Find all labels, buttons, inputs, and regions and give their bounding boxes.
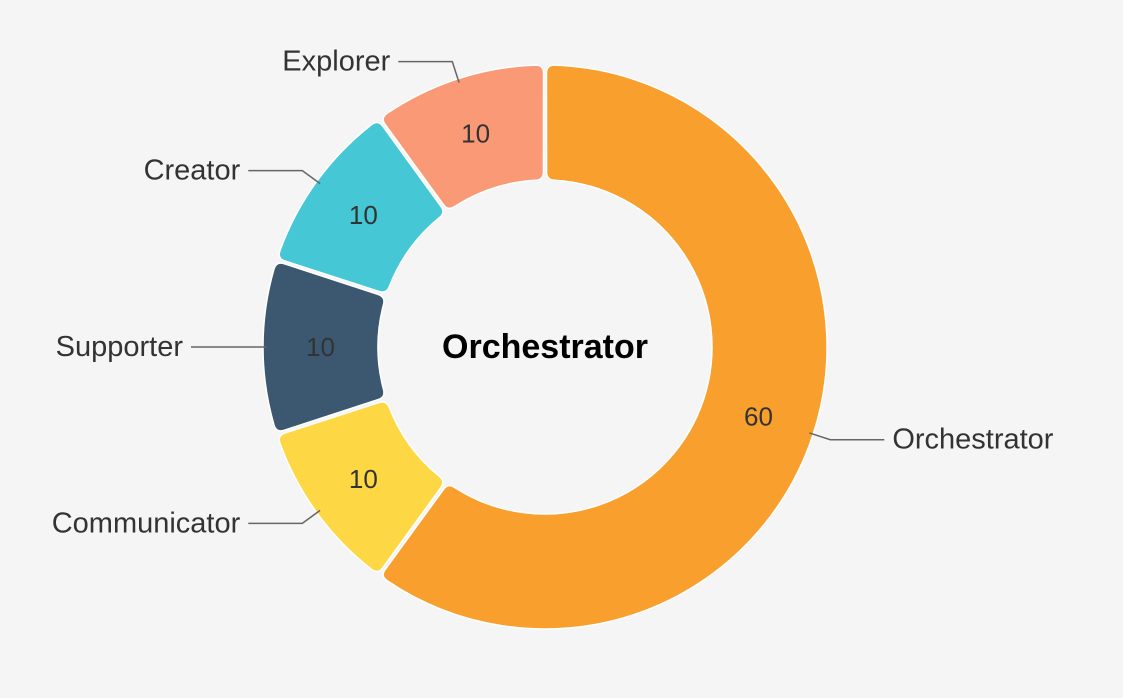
- value-label-supporter: 10: [306, 332, 335, 362]
- slice-name-label-supporter: Supporter: [56, 331, 184, 363]
- slice-explorer[interactable]: [382, 64, 545, 210]
- value-label-creator: 10: [349, 200, 378, 230]
- slice-name-label-explorer: Explorer: [282, 46, 390, 78]
- slice-supporter[interactable]: [262, 262, 385, 432]
- leader-lines-layer: [191, 60, 885, 525]
- value-label-communicator: 10: [349, 464, 378, 494]
- leader-line-communicator: [248, 509, 321, 525]
- slice-creator[interactable]: [278, 121, 444, 293]
- slice-name-label-creator: Creator: [144, 155, 241, 187]
- slice-orchestrator[interactable]: [382, 64, 828, 630]
- leader-line-creator: [248, 169, 321, 185]
- leader-line-orchestrator: [809, 432, 885, 441]
- slice-communicator[interactable]: [278, 401, 444, 573]
- center-label: Orchestrator: [442, 328, 648, 366]
- value-label-orchestrator: 60: [744, 401, 773, 431]
- slice-name-label-communicator: Communicator: [52, 507, 241, 539]
- slice-name-label-orchestrator: Orchestrator: [892, 424, 1053, 456]
- slices-layer: [262, 64, 828, 630]
- labels-layer: 60 Orchestrator 10 Communicator 10 Supporter 1…: [52, 46, 1054, 540]
- leader-line-explorer: [398, 60, 460, 83]
- value-label-explorer: 10: [461, 118, 490, 148]
